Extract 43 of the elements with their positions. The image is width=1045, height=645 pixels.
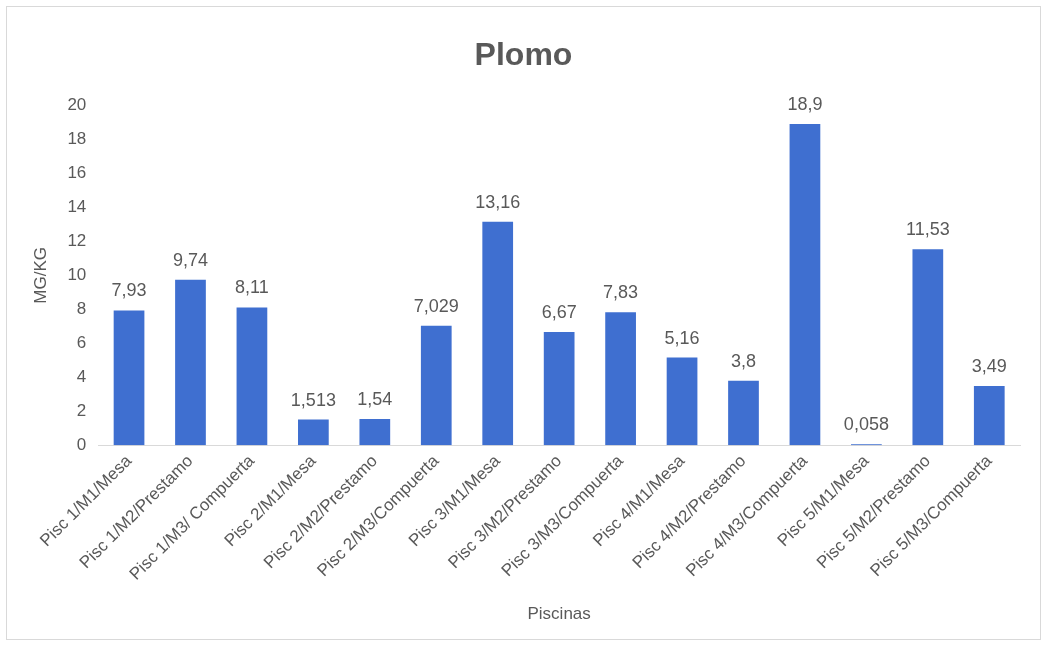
chart-title: Plomo <box>474 36 573 73</box>
y-tick-label: 16 <box>67 163 87 183</box>
data-label: 7,029 <box>413 295 459 316</box>
y-tick-label: 18 <box>67 129 87 149</box>
bar <box>359 419 391 446</box>
bar <box>543 331 575 446</box>
data-label: 6,67 <box>541 301 577 322</box>
data-label: 8,11 <box>235 277 269 298</box>
data-label: 3,49 <box>971 355 1007 376</box>
bar <box>298 419 329 446</box>
y-axis-title: MG/KG <box>30 246 50 304</box>
bar <box>666 357 698 446</box>
bar <box>789 124 821 446</box>
data-label: 11,53 <box>905 219 950 240</box>
y-tick-label: 14 <box>67 197 87 217</box>
bar <box>912 249 944 446</box>
y-tick-label: 10 <box>67 265 87 285</box>
bar <box>113 310 145 446</box>
data-label: 13,16 <box>475 191 521 212</box>
bar <box>973 385 1005 446</box>
bar <box>605 312 636 446</box>
bar <box>236 307 268 446</box>
data-label: 7,83 <box>603 282 639 303</box>
y-tick-label: 12 <box>67 231 87 251</box>
y-tick-label: 0 <box>76 434 87 454</box>
y-tick-label: 2 <box>76 400 87 420</box>
bar <box>175 279 206 446</box>
y-tick-label: 6 <box>76 332 87 352</box>
bar <box>420 325 452 446</box>
data-label: 0,058 <box>843 414 889 435</box>
bar <box>482 221 514 446</box>
bar <box>728 380 759 446</box>
data-label: 1,513 <box>290 389 336 410</box>
data-label: 5,16 <box>664 327 700 348</box>
x-axis-title: Piscinas <box>527 604 591 624</box>
y-tick-label: 20 <box>67 95 87 115</box>
y-tick-label: 4 <box>76 366 87 386</box>
data-label: 3,8 <box>730 350 757 371</box>
data-label: 18,9 <box>787 94 823 115</box>
data-label: 9,74 <box>172 249 208 270</box>
y-tick-label: 8 <box>76 299 87 318</box>
data-label: 7,93 <box>111 280 147 301</box>
data-label: 1,54 <box>357 389 393 410</box>
